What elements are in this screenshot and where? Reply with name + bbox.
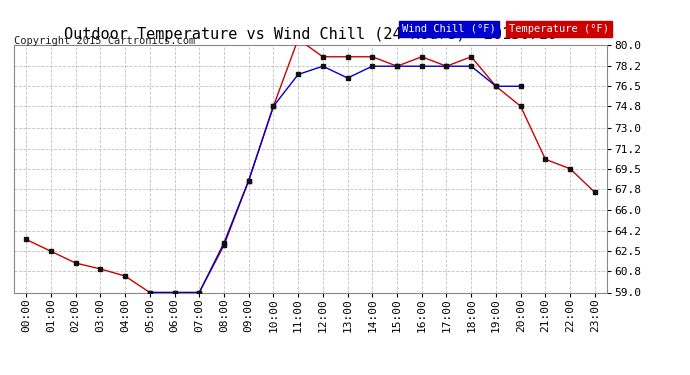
- Title: Outdoor Temperature vs Wind Chill (24 Hours)  20150710: Outdoor Temperature vs Wind Chill (24 Ho…: [64, 27, 557, 42]
- Text: Copyright 2015 Cartronics.com: Copyright 2015 Cartronics.com: [14, 36, 195, 46]
- Text: Wind Chill (°F): Wind Chill (°F): [402, 24, 496, 34]
- Text: Temperature (°F): Temperature (°F): [509, 24, 609, 34]
